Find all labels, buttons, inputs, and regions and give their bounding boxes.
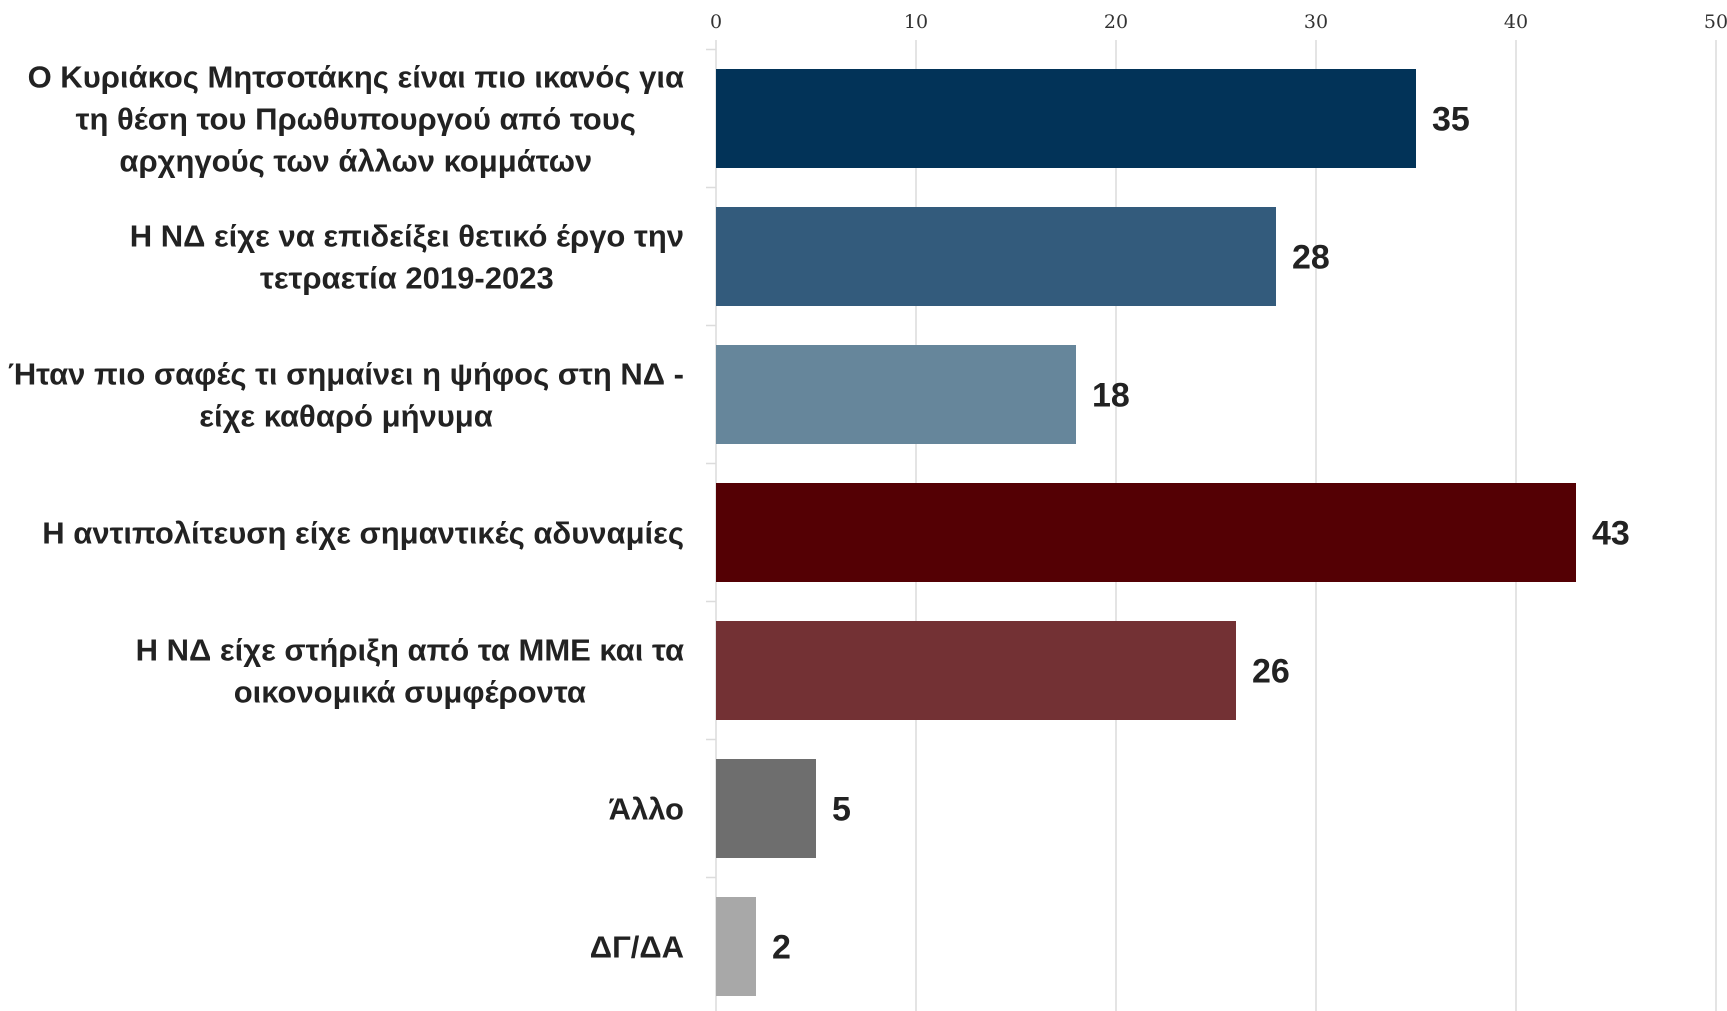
value-label: 2 [772, 929, 791, 967]
category-label-line: τη θέση του Πρωθυπουργού από τους [76, 102, 636, 137]
category-labels: Ο Κυριάκος Μητσοτάκης είναι πιο ικανός γ… [8, 60, 684, 965]
category-label: Ο Κυριάκος Μητσοτάκης είναι πιο ικανός γ… [28, 60, 684, 179]
x-tick-label: 0 [710, 11, 722, 33]
bar [716, 69, 1416, 168]
x-tick-label: 20 [1104, 11, 1128, 33]
category-label-line: Η ΝΔ είχε να επιδείξει θετικό έργο την [130, 219, 684, 254]
category-label: Η ΝΔ είχε στήριξη από τα ΜΜΕ και τα οικον… [136, 633, 684, 710]
x-axis-ticks: 0 10 20 30 40 50 [710, 11, 1727, 33]
value-label: 43 [1592, 515, 1630, 553]
category-label: ΔΓ/ΔΑ [590, 930, 684, 965]
category-label-line: οικονομικά συμφέροντα [234, 675, 586, 710]
bar [716, 621, 1236, 720]
bar [716, 207, 1276, 306]
value-label: 35 [1432, 101, 1470, 139]
x-tick-label: 30 [1304, 11, 1328, 33]
x-tick-label: 50 [1704, 11, 1727, 33]
x-tick-label: 10 [904, 11, 928, 33]
bar [716, 759, 816, 858]
category-label-line: ΔΓ/ΔΑ [590, 930, 684, 965]
category-label-line: Η ΝΔ είχε στήριξη από τα ΜΜΕ και τα [136, 633, 684, 668]
value-labels: 35 28 18 43 26 5 2 [772, 101, 1630, 967]
value-label: 28 [1292, 239, 1330, 277]
bar [716, 897, 756, 996]
category-label: Άλλο [609, 792, 684, 827]
bar [716, 345, 1076, 444]
category-label: Ήταν πιο σαφές τι σημαίνει η ψήφος στη Ν… [8, 357, 684, 434]
category-label-line: Ο Κυριάκος Μητσοτάκης είναι πιο ικανός γ… [28, 60, 684, 95]
category-label-line: είχε καθαρό μήνυμα [199, 399, 493, 434]
category-label-line: Άλλο [609, 792, 684, 827]
category-label: Η αντιπολίτευση είχε σημαντικές αδυναμίε… [42, 516, 684, 551]
value-label: 18 [1092, 377, 1130, 415]
value-label: 26 [1252, 653, 1290, 691]
bar [716, 483, 1576, 582]
category-label-line: Ήταν πιο σαφές τι σημαίνει η ψήφος στη Ν… [8, 357, 684, 392]
category-label-line: Η αντιπολίτευση είχε σημαντικές αδυναμίε… [42, 516, 684, 551]
category-label-line: αρχηγούς των άλλων κομμάτων [119, 144, 592, 179]
bars [716, 69, 1576, 996]
category-label-line: τετραετία 2019-2023 [260, 261, 554, 296]
value-label: 5 [832, 791, 851, 829]
x-tick-label: 40 [1504, 11, 1528, 33]
category-label: Η ΝΔ είχε να επιδείξει θετικό έργο την τε… [130, 219, 684, 296]
